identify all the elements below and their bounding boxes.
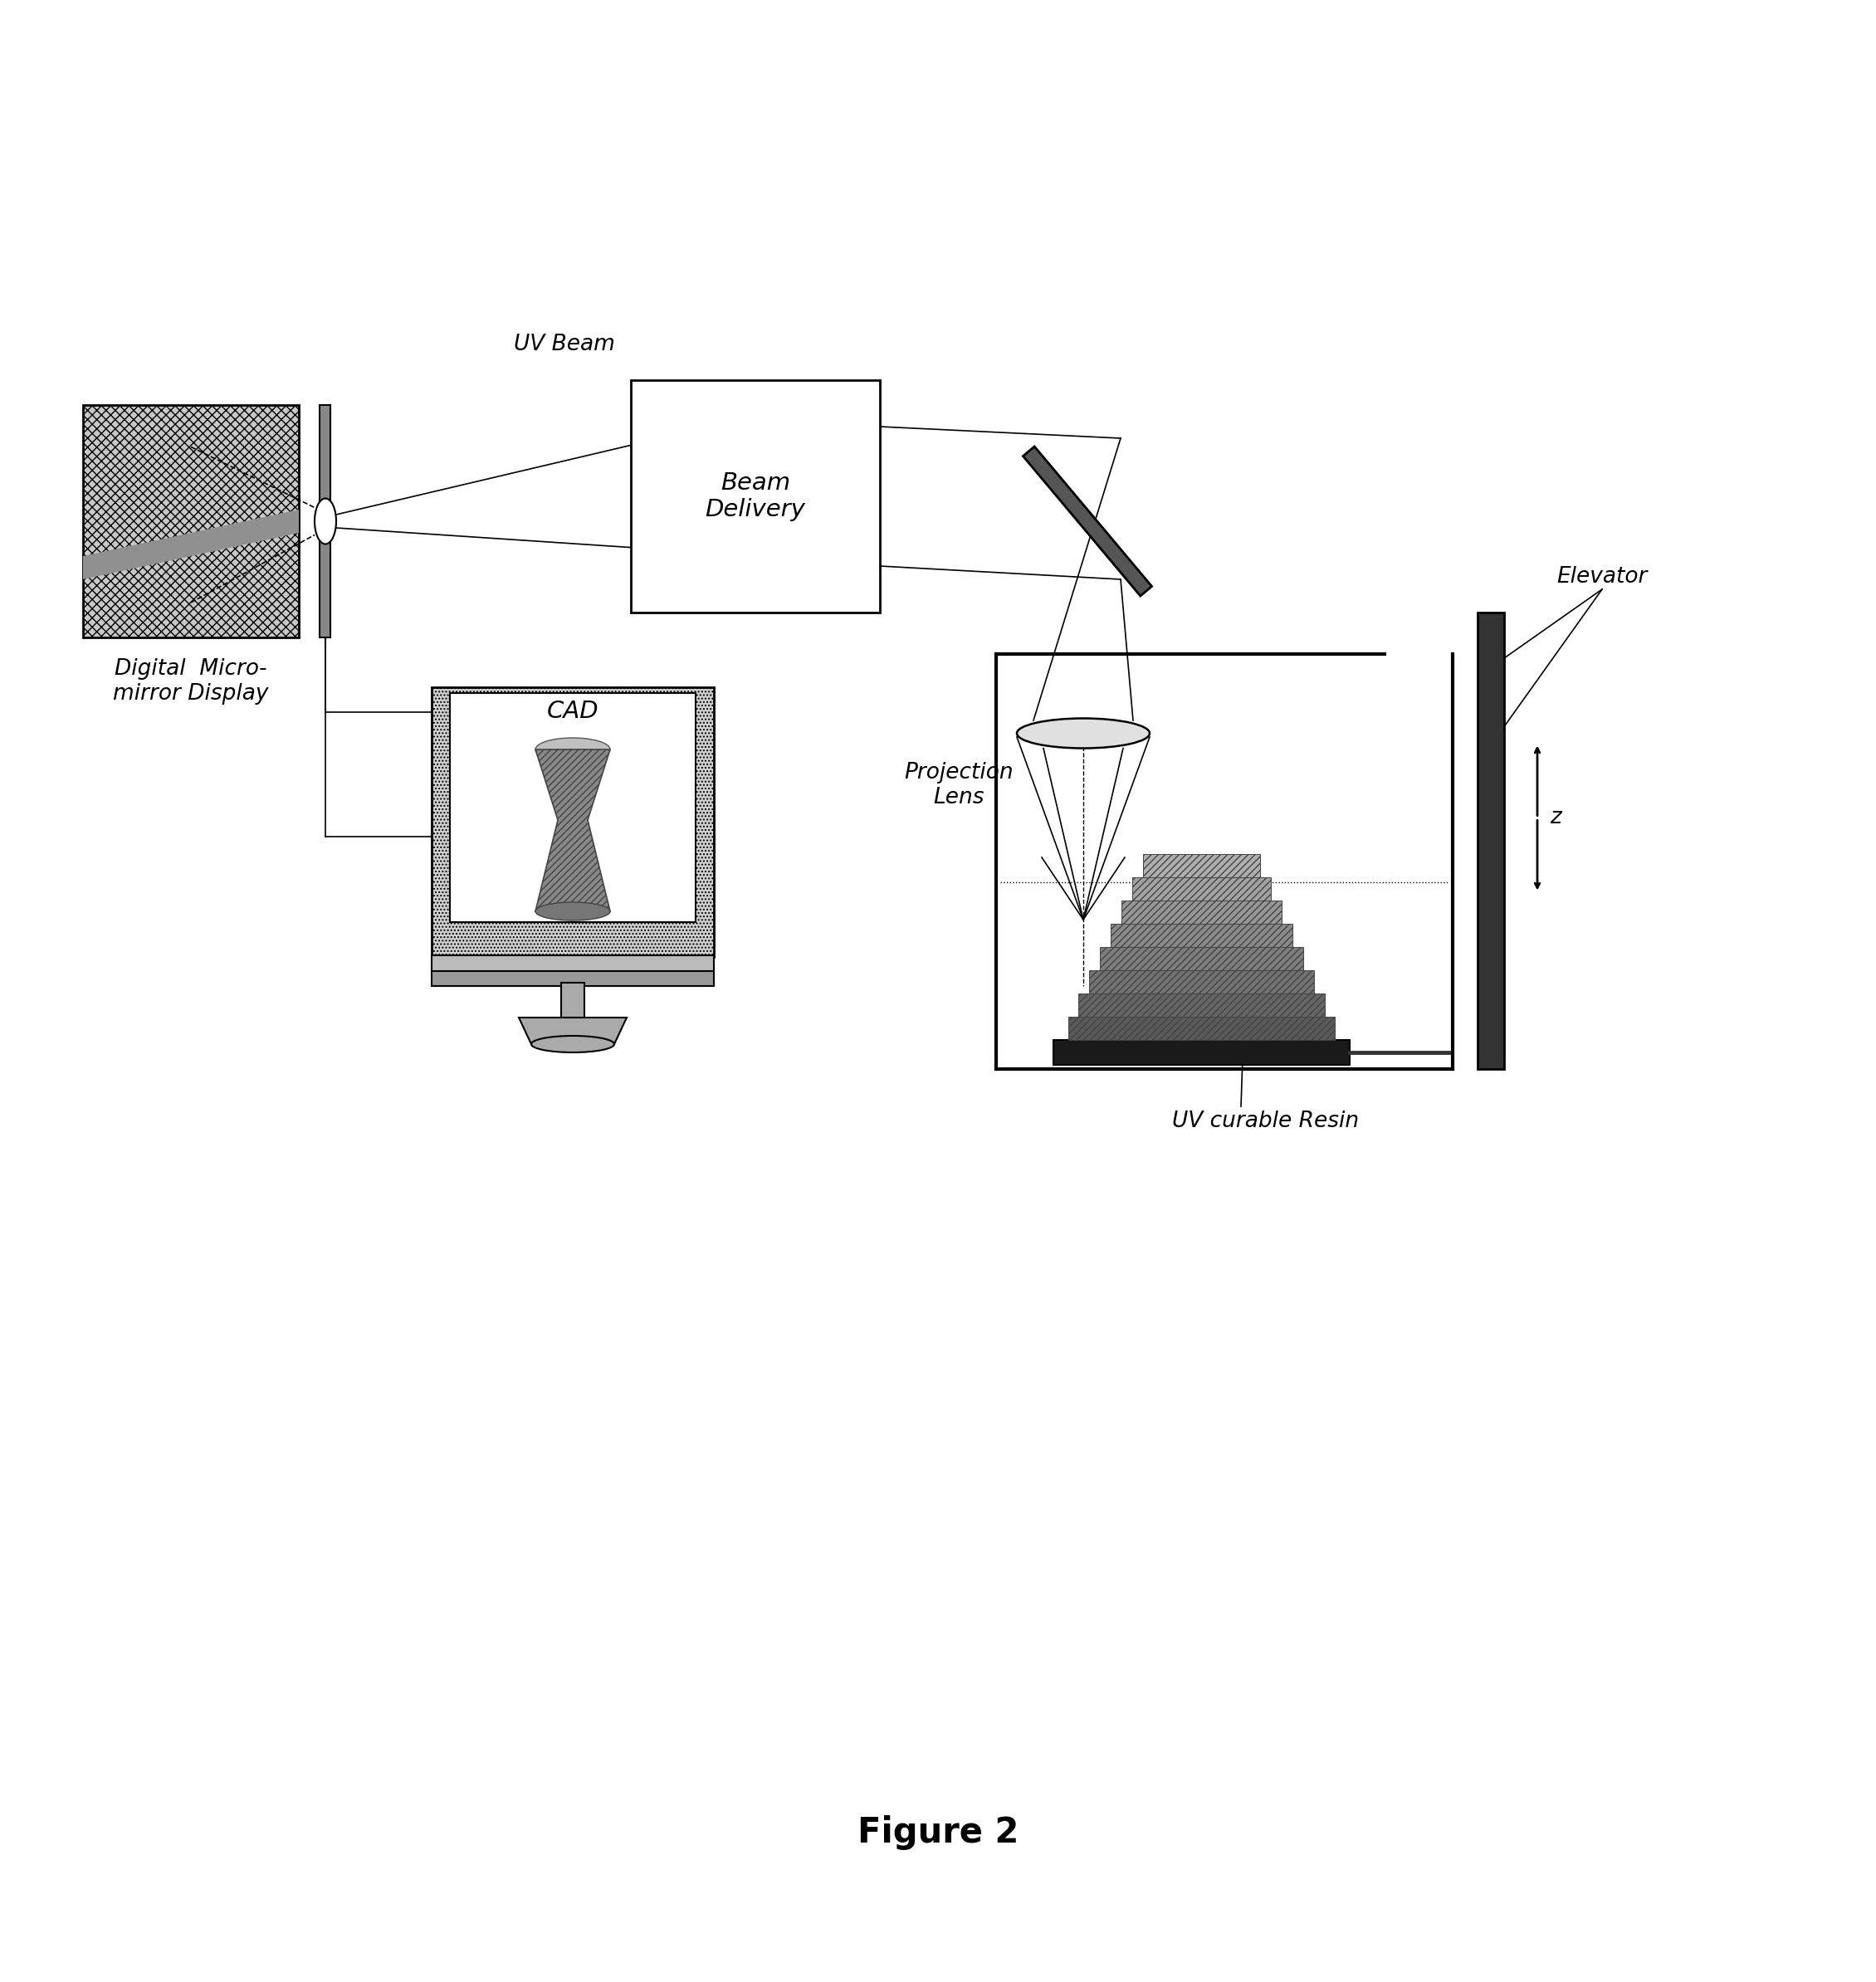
Bar bbox=[630, 381, 880, 612]
Bar bbox=[319, 404, 330, 638]
Bar bbox=[431, 971, 715, 985]
Bar bbox=[1478, 612, 1505, 1068]
Ellipse shape bbox=[535, 737, 610, 761]
Bar bbox=[1131, 878, 1272, 900]
Text: Elevator: Elevator bbox=[1557, 567, 1647, 587]
Ellipse shape bbox=[535, 902, 610, 920]
Polygon shape bbox=[1022, 446, 1152, 597]
Bar bbox=[1142, 854, 1261, 878]
Bar bbox=[1052, 1041, 1351, 1064]
Text: CAD: CAD bbox=[546, 700, 598, 723]
Bar bbox=[431, 955, 715, 973]
Text: z: z bbox=[1550, 807, 1561, 828]
Ellipse shape bbox=[315, 497, 336, 543]
Bar bbox=[83, 404, 298, 638]
Bar bbox=[1122, 900, 1281, 924]
Bar bbox=[561, 983, 585, 1017]
Ellipse shape bbox=[1017, 717, 1150, 749]
Bar bbox=[450, 694, 696, 922]
Bar bbox=[1099, 947, 1304, 971]
Bar bbox=[431, 688, 715, 957]
Bar bbox=[1090, 971, 1313, 993]
Bar bbox=[1111, 924, 1293, 947]
Text: UV curable Resin: UV curable Resin bbox=[1172, 1110, 1360, 1132]
Text: Figure 2: Figure 2 bbox=[857, 1816, 1019, 1849]
Ellipse shape bbox=[531, 1037, 613, 1052]
Text: Beam
Delivery: Beam Delivery bbox=[705, 472, 805, 521]
Text: UV Beam: UV Beam bbox=[514, 333, 615, 355]
Text: Digital  Micro-
mirror Display: Digital Micro- mirror Display bbox=[113, 658, 268, 706]
Polygon shape bbox=[535, 749, 610, 912]
Polygon shape bbox=[520, 1017, 627, 1045]
Bar bbox=[1079, 993, 1324, 1017]
Text: Projection
Lens: Projection Lens bbox=[904, 761, 1013, 809]
Bar bbox=[1067, 1017, 1336, 1041]
Polygon shape bbox=[83, 509, 298, 579]
